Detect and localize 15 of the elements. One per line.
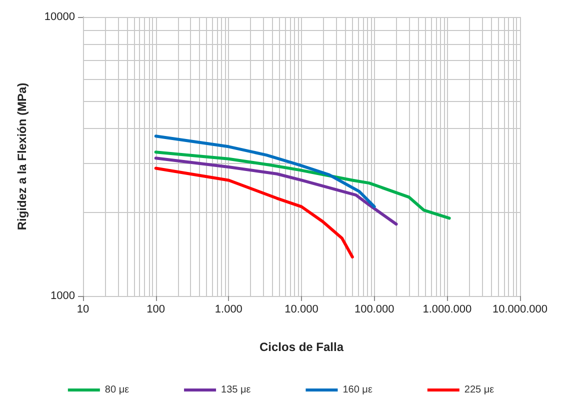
x-tick-label: 100.000 xyxy=(354,304,394,316)
x-tick-label: 10.000 xyxy=(284,304,318,316)
legend-label: 135 με xyxy=(221,384,252,396)
y-tick-label: 1000 xyxy=(50,290,75,302)
x-tick-label: 10.000.000 xyxy=(492,304,548,316)
x-tick-label: 1.000 xyxy=(214,304,242,316)
x-tick-label: 1.000.000 xyxy=(422,304,472,316)
y-axis-title: Rigidez a la Flexión (MPa) xyxy=(15,82,29,230)
legend-label: 160 με xyxy=(342,384,373,396)
x-tick-label: 100 xyxy=(146,304,166,316)
x-axis-title: Ciclos de Falla xyxy=(259,340,344,354)
legend-label: 80 με xyxy=(104,384,130,396)
legend-label: 225 με xyxy=(464,384,495,396)
x-tick-label: 10 xyxy=(76,304,90,316)
y-tick-label: 10000 xyxy=(44,11,75,23)
